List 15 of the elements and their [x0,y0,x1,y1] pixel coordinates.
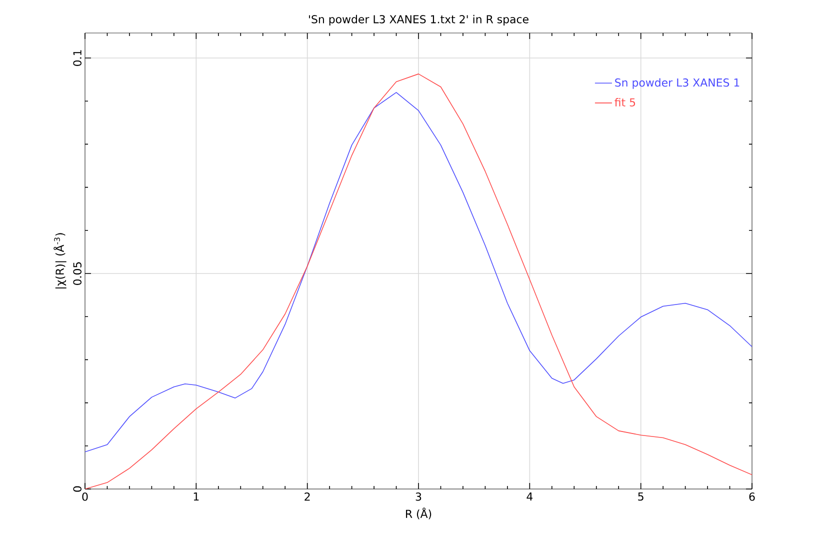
y-tick-label: 0.05 [73,262,82,285]
x-tick-label: 1 [194,492,199,501]
y-axis-title: |χ(R)| (Å$^{-3}$) [54,233,66,288]
x-tick-label: 5 [638,492,644,501]
x-tick-label: 3 [416,492,422,501]
x-tick-label: 2 [304,492,310,501]
y-tick-label: 0.1 [73,50,82,66]
chart-title: 'Sn powder L3 XANES 1.txt 2' in R space [309,14,528,26]
legend-label: Sn powder L3 XANES 1 [615,78,740,89]
legend-label: fit 5 [614,98,636,107]
x-tick-label: 4 [526,492,533,501]
x-axis-title: R (Å) [406,508,432,520]
x-tick-label: 0 [82,492,88,501]
x-tick-label: 6 [749,492,755,501]
y-tick-label: 0 [73,486,82,492]
